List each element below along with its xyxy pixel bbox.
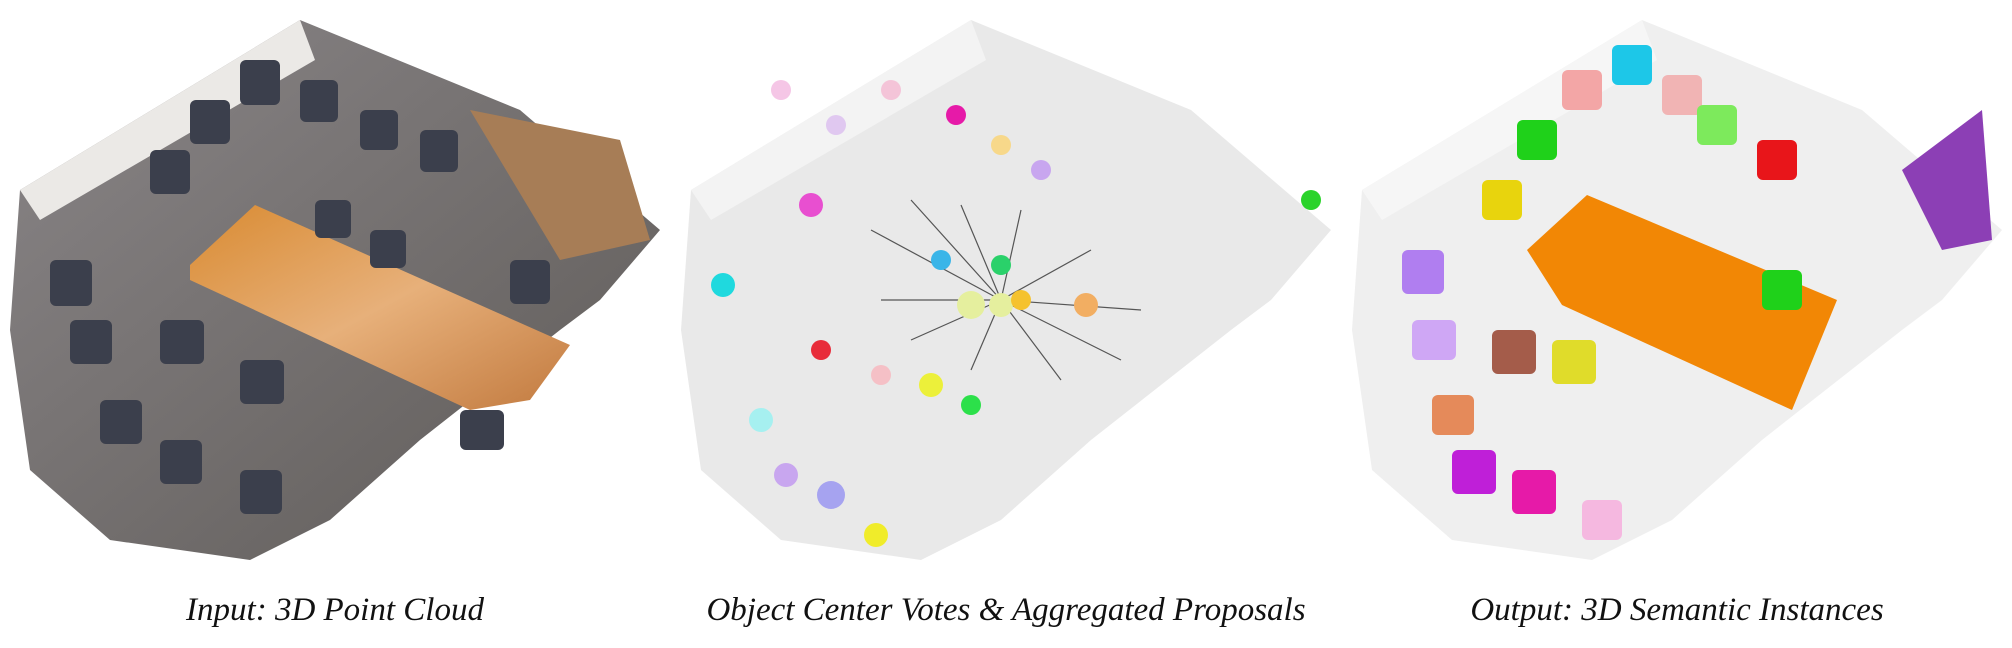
semantic-instances-panel bbox=[1342, 0, 2012, 560]
input-point-cloud-image bbox=[10, 20, 660, 560]
caption-votes: Object Center Votes & Aggregated Proposa… bbox=[706, 592, 1306, 628]
table bbox=[190, 205, 570, 410]
semantic-instances-image bbox=[1352, 20, 2002, 560]
votes-proposals-panel bbox=[671, 0, 1341, 560]
brown-wall bbox=[470, 110, 650, 260]
room-floor bbox=[681, 20, 1331, 560]
chair-instances bbox=[1402, 45, 1992, 540]
caption-output: Output: 3D Semantic Instances bbox=[1470, 592, 1884, 628]
chairs bbox=[50, 60, 550, 514]
votes-proposals-image bbox=[681, 20, 1331, 560]
input-point-cloud-panel bbox=[0, 0, 670, 560]
caption-input: Input: 3D Point Cloud bbox=[186, 592, 484, 628]
vote-lines bbox=[870, 199, 1142, 381]
table-instance bbox=[1527, 195, 1837, 410]
proposal-spheres bbox=[711, 80, 1321, 547]
